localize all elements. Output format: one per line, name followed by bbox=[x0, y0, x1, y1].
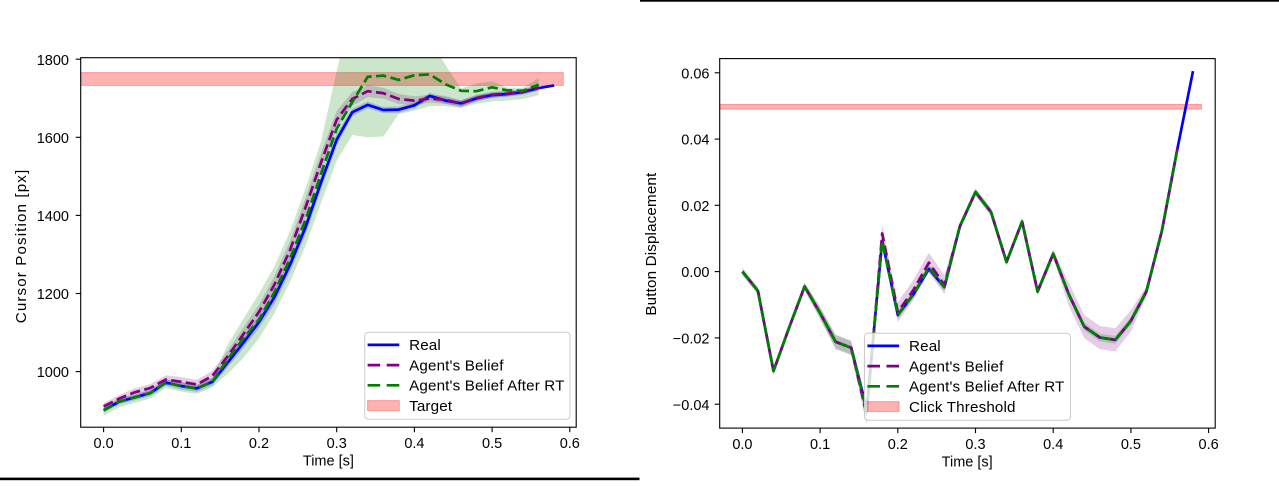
svg-text:0.4: 0.4 bbox=[1043, 437, 1063, 453]
svg-text:0.1: 0.1 bbox=[810, 437, 830, 453]
svg-text:Click Threshold: Click Threshold bbox=[909, 399, 1016, 416]
svg-text:0.00: 0.00 bbox=[681, 265, 709, 281]
svg-text:0.6: 0.6 bbox=[560, 436, 580, 452]
svg-text:Time [s]: Time [s] bbox=[942, 454, 993, 470]
svg-text:0.5: 0.5 bbox=[1121, 437, 1141, 453]
svg-text:0.02: 0.02 bbox=[681, 199, 709, 215]
svg-text:Time [s]: Time [s] bbox=[303, 453, 354, 469]
svg-text:0.3: 0.3 bbox=[965, 437, 985, 453]
svg-text:0.6: 0.6 bbox=[1199, 437, 1219, 453]
svg-text:Target: Target bbox=[409, 398, 453, 415]
svg-text:−0.04: −0.04 bbox=[673, 398, 710, 414]
svg-text:Agent's Belief: Agent's Belief bbox=[409, 357, 504, 374]
svg-text:Real: Real bbox=[909, 338, 941, 355]
svg-text:Agent's Belief After RT: Agent's Belief After RT bbox=[909, 379, 1065, 396]
svg-text:0.1: 0.1 bbox=[171, 436, 191, 452]
svg-text:Agent's Belief After RT: Agent's Belief After RT bbox=[409, 378, 564, 395]
svg-text:0.3: 0.3 bbox=[327, 436, 347, 452]
svg-text:−0.02: −0.02 bbox=[673, 332, 710, 348]
svg-text:Button Displacement: Button Displacement bbox=[643, 172, 660, 316]
svg-text:0.04: 0.04 bbox=[681, 133, 709, 149]
svg-text:Real: Real bbox=[409, 337, 441, 354]
svg-text:0.5: 0.5 bbox=[482, 436, 502, 452]
svg-text:0.0: 0.0 bbox=[732, 437, 752, 453]
svg-text:1400: 1400 bbox=[37, 209, 69, 225]
svg-text:0.0: 0.0 bbox=[94, 436, 114, 452]
svg-text:Agent's Belief: Agent's Belief bbox=[909, 358, 1004, 375]
svg-text:1200: 1200 bbox=[37, 287, 69, 303]
svg-text:0.4: 0.4 bbox=[404, 436, 424, 452]
svg-text:1000: 1000 bbox=[37, 365, 69, 381]
svg-text:0.06: 0.06 bbox=[681, 66, 709, 82]
svg-text:0.2: 0.2 bbox=[249, 436, 269, 452]
svg-text:1600: 1600 bbox=[37, 131, 69, 147]
svg-text:1800: 1800 bbox=[37, 53, 69, 69]
svg-text:Cursor Position [px]: Cursor Position [px] bbox=[13, 169, 30, 324]
svg-text:0.2: 0.2 bbox=[888, 437, 908, 453]
